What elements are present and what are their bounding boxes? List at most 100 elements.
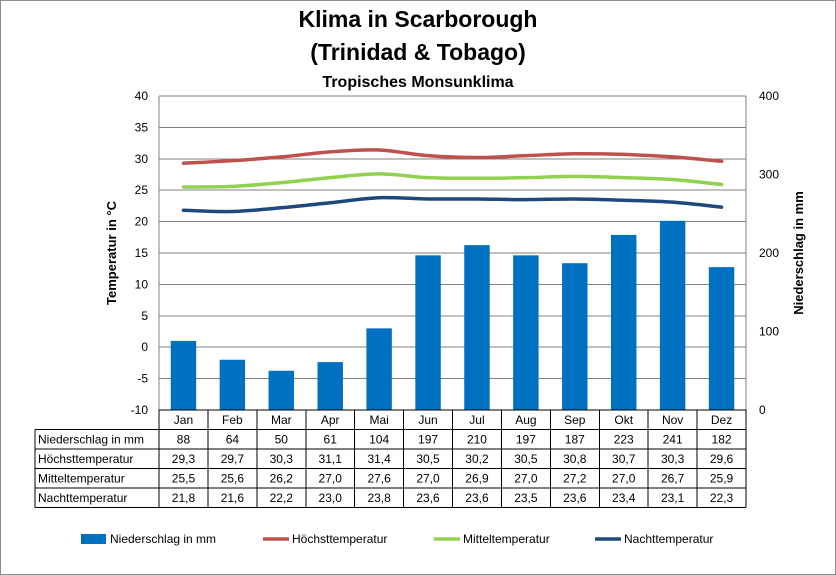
table-cell: 31,1	[319, 452, 343, 466]
table-cell: 22,2	[270, 491, 294, 505]
table-cell: 30,5	[514, 452, 538, 466]
table-row-label: Niederschlag in mm	[38, 433, 144, 447]
table-row-label: Höchsttemperatur	[38, 452, 133, 466]
table-cell: 223	[614, 433, 634, 447]
table-cell: 21,6	[221, 491, 245, 505]
table-cell: 30,8	[563, 452, 587, 466]
table-cell: 50	[275, 433, 289, 447]
x-tick-label: Aug	[515, 413, 536, 427]
table-cell: 27,2	[563, 472, 587, 486]
legend-precipitation-label: Niederschlag in mm	[110, 532, 216, 546]
x-tick-label: Dez	[711, 413, 732, 427]
table-cell: 64	[226, 433, 240, 447]
table-cell: 23,0	[319, 491, 343, 505]
table-row-label: Nachttemperatur	[38, 491, 127, 505]
table-cell: 29,6	[710, 452, 734, 466]
table-cell: 30,3	[270, 452, 294, 466]
y-tick-label: -5	[137, 372, 148, 386]
x-tick-label: Sep	[564, 413, 586, 427]
table-cell: 197	[418, 433, 438, 447]
precipitation-bar	[562, 263, 588, 410]
table-cell: 27,0	[612, 472, 636, 486]
x-tick-label: Mar	[271, 413, 292, 427]
table-cell: 25,5	[172, 472, 196, 486]
table-cell: 21,8	[172, 491, 196, 505]
table-cell: 25,9	[710, 472, 734, 486]
table-cell: 187	[565, 433, 585, 447]
mean-temperature-line	[181, 172, 724, 189]
y-tick-label: 5	[141, 309, 148, 323]
y2-axis-title: Niederschlag in mm	[791, 191, 806, 315]
y-tick-label: -10	[131, 403, 149, 417]
y-tick-label: 30	[135, 152, 149, 166]
table-cell: 30,2	[465, 452, 489, 466]
precipitation-bar	[659, 220, 686, 410]
precipitation-bar	[415, 255, 441, 410]
precipitation-bar	[464, 245, 490, 410]
x-tick-label: Feb	[222, 413, 243, 427]
table-cell: 27,0	[319, 472, 343, 486]
y2-tick-label: 0	[759, 403, 766, 417]
y-tick-label: 10	[135, 277, 149, 291]
x-tick-label: Nov	[662, 413, 683, 427]
table-cell: 23,6	[465, 491, 489, 505]
x-tick-label: Mai	[369, 413, 388, 427]
table-cell: 23,8	[367, 491, 391, 505]
precipitation-bar	[513, 255, 539, 410]
y-tick-label: 35	[135, 120, 149, 134]
y-tick-label: 40	[135, 89, 149, 103]
table-cell: 27,6	[367, 472, 391, 486]
table-cell: 23,6	[416, 491, 440, 505]
chart-title-location: (Trinidad & Tobago)	[310, 39, 526, 65]
table-cell: 30,5	[416, 452, 440, 466]
table-cell: 23,1	[661, 491, 685, 505]
table-cell: 210	[467, 433, 487, 447]
table-cell: 23,4	[612, 491, 636, 505]
table-cell: 104	[369, 433, 389, 447]
y2-tick-label: 100	[759, 325, 779, 339]
precipitation-bar	[708, 267, 735, 410]
table-cell: 61	[324, 433, 338, 447]
table-cell: 26,7	[661, 472, 685, 486]
table-cell: 29,3	[172, 452, 196, 466]
table-cell: 31,4	[367, 452, 391, 466]
y-tick-label: 20	[135, 215, 149, 229]
precipitation-bar	[170, 340, 197, 410]
precipitation-bar	[366, 328, 392, 410]
y2-tick-label: 300	[759, 168, 779, 182]
table-cell: 88	[177, 433, 191, 447]
table-cell: 27,0	[416, 472, 440, 486]
x-tick-label: Jun	[418, 413, 437, 427]
legend-mean-temperature-label: Mitteltemperatur	[463, 532, 550, 546]
chart-subtitle: Tropisches Monsunklima	[322, 74, 514, 91]
y-tick-label: 25	[135, 183, 149, 197]
y-tick-label: 15	[135, 246, 149, 260]
precipitation-bar	[610, 234, 637, 410]
table-row-label: Mitteltemperatur	[38, 472, 125, 486]
table-cell: 26,9	[465, 472, 489, 486]
table-cell: 182	[712, 433, 732, 447]
table-cell: 197	[516, 433, 536, 447]
y-axis-title: Temperatur in °C	[104, 200, 119, 305]
precipitation-bar	[317, 362, 343, 410]
legend-night-temperature-label: Nachttemperatur	[624, 532, 713, 546]
legend-precipitation-swatch	[81, 534, 106, 544]
table-cell: 29,7	[221, 452, 245, 466]
y2-tick-label: 200	[759, 246, 779, 260]
y-tick-label: 0	[141, 340, 148, 354]
table-cell: 23,5	[514, 491, 538, 505]
table-cell: 23,6	[563, 491, 587, 505]
table-cell: 26,2	[270, 472, 294, 486]
table-cell: 241	[663, 433, 683, 447]
table-cell: 25,6	[221, 472, 245, 486]
precipitation-bar	[268, 370, 295, 410]
table-cell: 30,7	[612, 452, 636, 466]
precipitation-bar	[219, 359, 246, 410]
chart-title: Klima in Scarborough	[298, 6, 538, 32]
x-tick-label: Jan	[174, 413, 193, 427]
table-cell: 22,3	[710, 491, 734, 505]
night-temperature-line	[181, 195, 724, 214]
table-cell: 27,0	[514, 472, 538, 486]
y2-tick-label: 400	[759, 89, 779, 103]
